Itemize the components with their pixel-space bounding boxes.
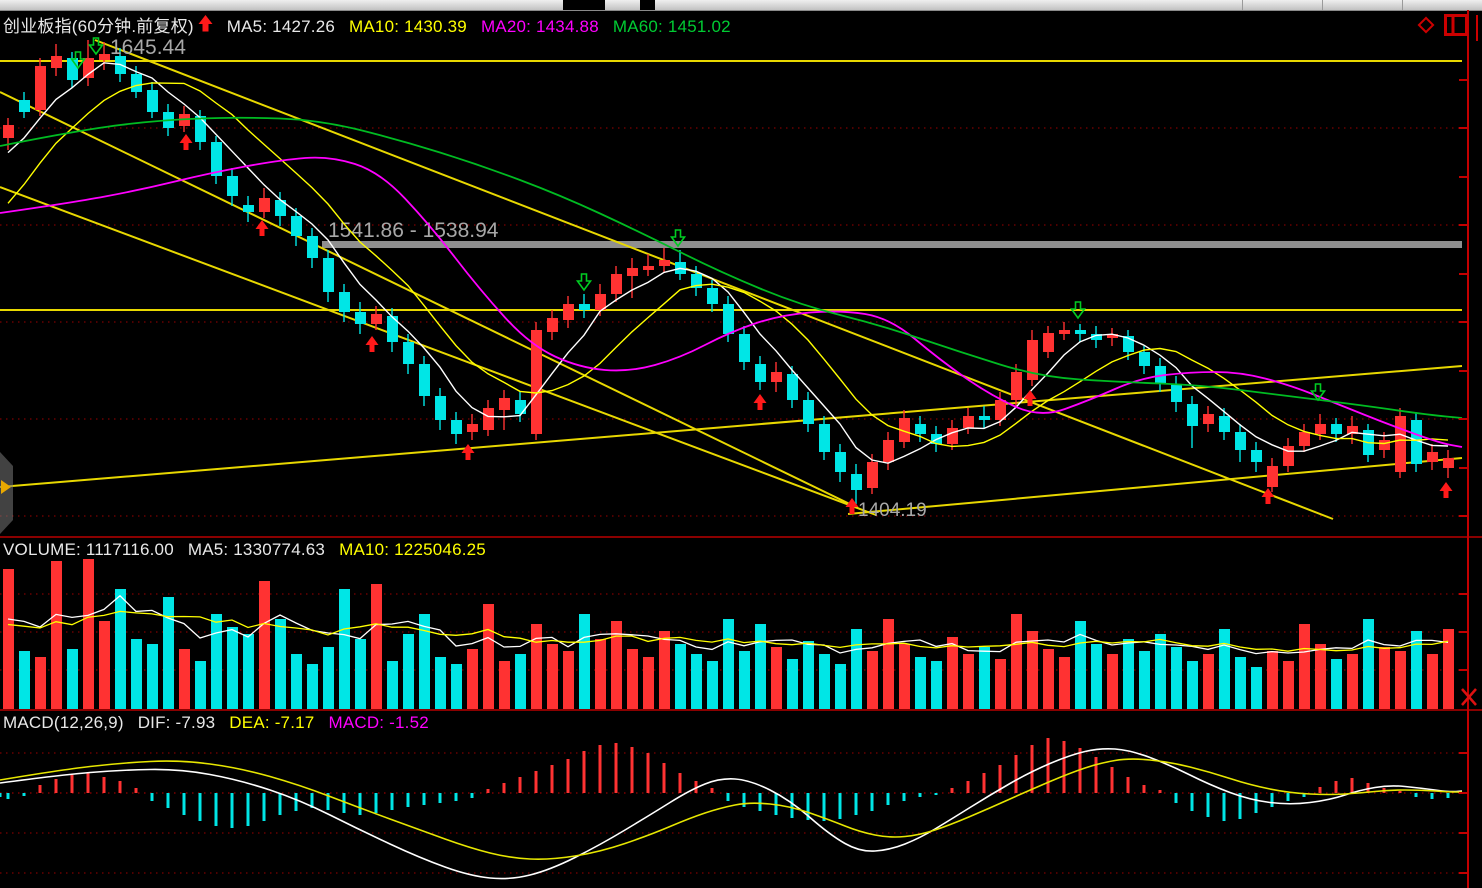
ma60-value: MA60: 1451.02 xyxy=(612,17,731,36)
ma5-value: MA5: 1427.26 xyxy=(226,17,336,36)
gap-band: 1541.86 - 1538.94 xyxy=(322,219,1462,248)
trendline-anchor-icon xyxy=(1,480,11,494)
volume-ma-lines xyxy=(7,594,1449,655)
window-edge-line xyxy=(1476,14,1478,41)
corner-icon-group xyxy=(1416,14,1478,41)
dif-value: DIF: -7.93 xyxy=(137,713,216,732)
main-chart-header: 创业板指(60分钟.前复权) MA5: 1427.26 MA10: 1430.39 M… xyxy=(3,12,745,37)
svg-text:1645.44: 1645.44 xyxy=(110,36,186,59)
macd-panel-header: MACD(12,26,9) DIF: -7.93 DEA: -7.17 MACD: -… xyxy=(3,713,443,733)
candles xyxy=(3,40,1454,504)
volume-ma10-value: MA10: 1225046.25 xyxy=(339,540,486,559)
toolbar-separator xyxy=(1242,0,1243,10)
macd-name: MACD(12,26,9) xyxy=(3,713,124,732)
signal-arrows xyxy=(69,37,1453,514)
volume-ma5-value: MA5: 1330774.63 xyxy=(187,540,326,559)
toolbar-button[interactable] xyxy=(640,0,655,10)
volume-value: VOLUME: 1117116.00 xyxy=(3,540,174,559)
close-indicator-icon[interactable] xyxy=(1459,686,1479,708)
macd-value: MACD: -1.52 xyxy=(328,713,429,732)
annotations: 1645.44 1404.19 xyxy=(110,36,927,521)
macd-histogram xyxy=(0,738,1450,828)
svg-text:1541.86 - 1538.94: 1541.86 - 1538.94 xyxy=(328,219,499,242)
toolbar-strip xyxy=(0,0,1482,11)
chart-title: 创业板指(60分钟.前复权) xyxy=(3,17,194,36)
toolbar-separator xyxy=(1322,0,1323,10)
toolbar-separator xyxy=(1402,0,1403,10)
ma10-value: MA10: 1430.39 xyxy=(349,17,467,36)
ma20-value: MA20: 1434.88 xyxy=(480,17,599,36)
trend-up-arrow-icon xyxy=(198,15,213,37)
diamond-icon[interactable] xyxy=(1416,15,1436,40)
toolbar-button[interactable] xyxy=(563,0,605,10)
volume-bars xyxy=(3,559,1454,709)
volume-panel-header: VOLUME: 1117116.00 MA5: 1330774.63 MA10: 1… xyxy=(3,540,500,560)
dea-value: DEA: -7.17 xyxy=(229,713,315,732)
macd-lines xyxy=(0,747,1463,880)
split-window-icon[interactable] xyxy=(1444,14,1468,41)
gridlines xyxy=(0,127,1462,874)
moving-averages xyxy=(0,62,1463,464)
svg-text:1404.19: 1404.19 xyxy=(858,500,927,521)
right-axis xyxy=(0,10,1482,888)
